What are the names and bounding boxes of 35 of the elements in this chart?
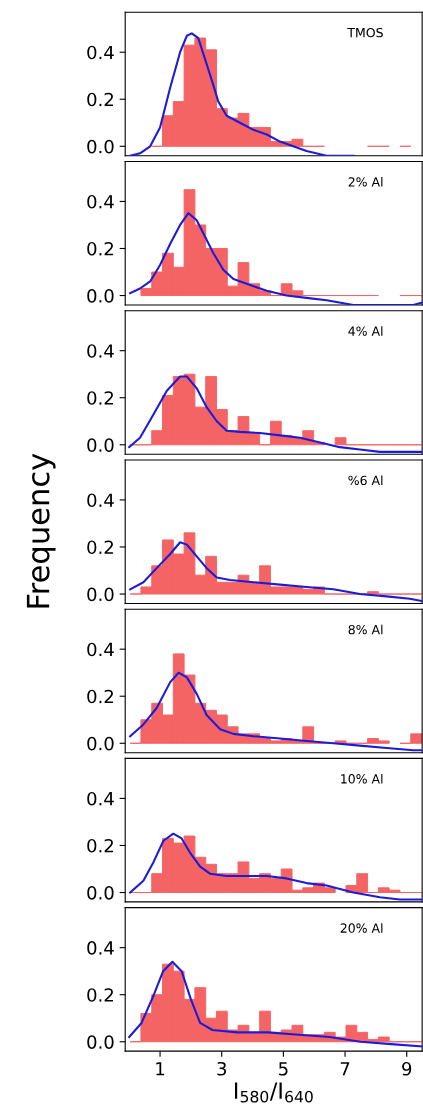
x-tick-label: 7 (340, 1062, 350, 1076)
text: 4% Al (348, 326, 383, 336)
y-tick-label: 0.2 (87, 689, 113, 704)
x-axis-title: I$_{580}$/I$_{640}$ (234, 1082, 313, 1103)
text: TMOS (347, 27, 383, 38)
y-axis-title: Frequency (26, 453, 56, 608)
y-tick-label: 0.4 (87, 493, 114, 508)
text: 10% Al (341, 773, 383, 784)
text: 8% Al (348, 624, 383, 635)
y-tick-label: 0.4 (87, 791, 114, 806)
y-tick-label: 0.4 (87, 941, 114, 955)
y-tick-label: 0.2 (87, 540, 113, 555)
y-tick-label: 0.2 (87, 391, 113, 405)
y-tick-label: 0.2 (87, 838, 113, 853)
y-tick-label: 0.2 (87, 92, 113, 107)
y-tick-label: 0.0 (87, 736, 114, 751)
y-tick-label: 0.0 (87, 139, 114, 154)
x-tick-label: 5 (279, 1062, 288, 1076)
text: 20% Al (340, 923, 383, 933)
y-tick-label: 0.0 (87, 289, 114, 303)
y-tick-label: 0.2 (87, 241, 113, 256)
y-tick-label: 0.4 (87, 344, 114, 358)
y-tick-label: 0.0 (87, 885, 114, 900)
y-tick-label: 0.0 (87, 1035, 114, 1049)
x-tick-label: 9 (402, 1061, 412, 1076)
y-tick-label: 0.2 (87, 988, 113, 1002)
y-tick-label: 0.4 (87, 194, 114, 209)
y-tick-label: 0.4 (87, 45, 114, 60)
text: %6 Al (348, 475, 383, 486)
y-tick-label: 0.4 (87, 642, 114, 657)
x-tick-label: 3 (217, 1061, 227, 1076)
y-tick-label: 0.0 (87, 587, 114, 602)
x-tick-label: 1 (156, 1062, 165, 1076)
y-tick-label: 0.0 (87, 438, 114, 452)
text: 2% Al (348, 176, 383, 187)
